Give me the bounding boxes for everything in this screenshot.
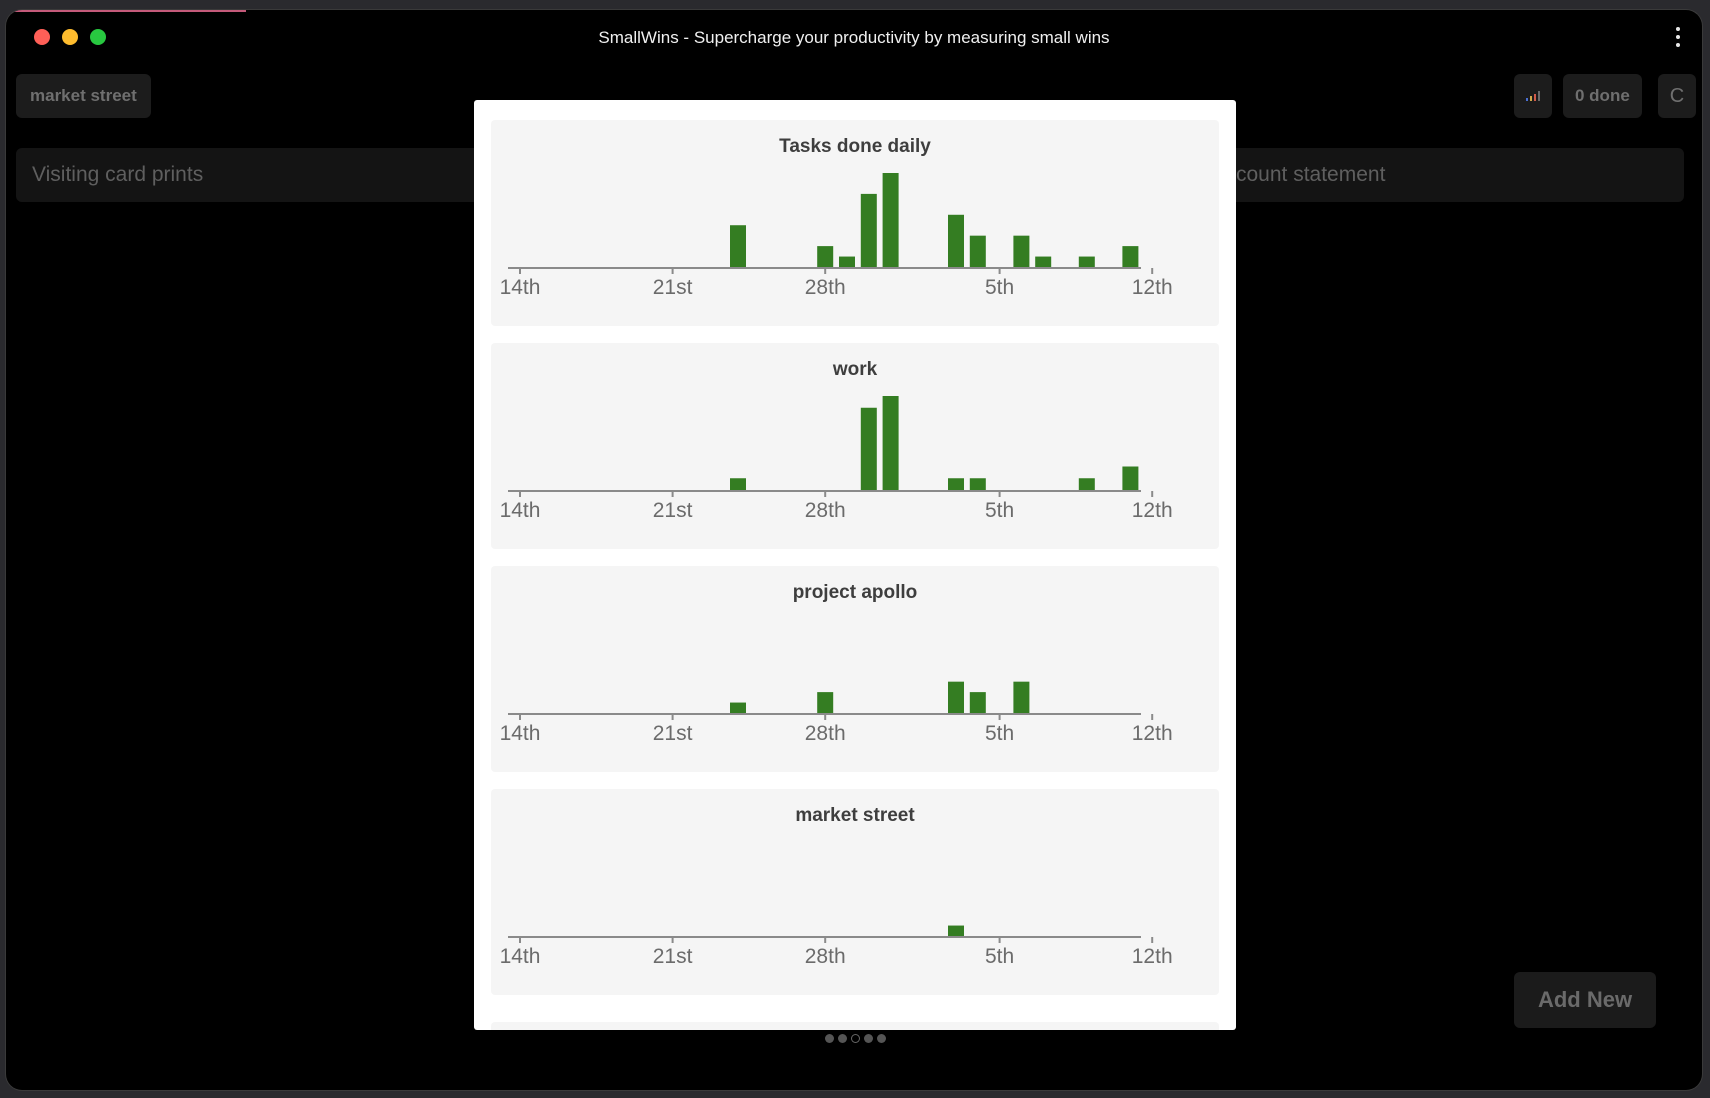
task-card[interactable]: count statement: [1206, 148, 1684, 202]
done-count-badge[interactable]: 0 done: [1563, 74, 1642, 118]
x-tick-label: 28th: [805, 945, 846, 968]
chart-title: market street: [795, 805, 915, 826]
pagination-dot[interactable]: [850, 1034, 860, 1043]
chart-bar: [730, 478, 746, 490]
x-tick-label: 12th: [1132, 945, 1173, 968]
bar-chart: 14th 21st 28th 5th 12th: [500, 396, 1173, 522]
chart-bar: [730, 702, 746, 713]
x-tick-label: 5th: [985, 722, 1014, 745]
x-tick-label: 5th: [985, 945, 1014, 968]
task-card-label: count statement: [1236, 163, 1386, 186]
x-tick-label: 21st: [653, 499, 693, 522]
chart-bar: [882, 173, 899, 267]
x-tick-label: 21st: [653, 722, 693, 745]
minimize-window-button[interactable]: [62, 29, 78, 45]
x-tick-label: 21st: [653, 945, 693, 968]
pagination-dot[interactable]: [863, 1034, 873, 1043]
bar-chart: 14th 21st 28th 5th 12th: [500, 925, 1173, 968]
chart-bar: [1122, 246, 1139, 267]
x-tick-label: 5th: [985, 499, 1014, 522]
chart-bar: [1078, 256, 1095, 267]
stats-button[interactable]: [1514, 74, 1552, 118]
bar-chart-icon: [1526, 91, 1540, 101]
clear-button[interactable]: C: [1658, 74, 1696, 118]
x-tick-label: 14th: [500, 499, 541, 522]
chart-title: Tasks done daily: [779, 136, 931, 157]
chart-bar: [817, 692, 834, 713]
pagination-dot[interactable]: [837, 1034, 847, 1043]
pagination-dot[interactable]: [876, 1034, 886, 1043]
title-bar[interactable]: SmallWins - Supercharge your productivit…: [6, 10, 1702, 62]
chart-bar: [948, 925, 964, 936]
x-tick-label: 5th: [985, 276, 1014, 299]
chart-bar: [1122, 466, 1139, 490]
chart-bar: [969, 235, 986, 267]
x-tick-label: 14th: [500, 722, 541, 745]
task-card-label: Visiting card prints: [32, 163, 204, 186]
chart-panel: Tasks done daily 14th 21st 28th 5th 12th: [491, 120, 1219, 326]
chart-panel: project apollo 14th 21st 28th 5th 12th: [491, 566, 1219, 772]
chart-bar: [1013, 235, 1030, 267]
pagination-dots[interactable]: [0, 1034, 1710, 1043]
stats-modal: Tasks done daily 14th 21st 28th 5th 12th wor…: [474, 100, 1236, 1030]
close-window-button[interactable]: [34, 29, 50, 45]
chart-panel: market street 14th 21st 28th 5th 12th: [491, 789, 1219, 995]
chart-bar: [860, 193, 877, 267]
chart-bar: [948, 681, 964, 713]
x-tick-label: 28th: [805, 722, 846, 745]
chart-title: work: [832, 359, 878, 380]
next-chart-panel: [491, 1022, 1219, 1030]
chart-panel: work 14th 21st 28th 5th 12th: [491, 343, 1219, 549]
chart-bar: [817, 246, 834, 267]
pagination-dot[interactable]: [824, 1034, 834, 1043]
x-tick-label: 28th: [805, 499, 846, 522]
chart-bar: [969, 478, 986, 490]
x-tick-label: 28th: [805, 276, 846, 299]
x-tick-label: 14th: [500, 945, 541, 968]
chart-bar: [1078, 478, 1095, 490]
chart-bar: [730, 225, 746, 267]
task-card[interactable]: Visiting card prints: [16, 148, 486, 202]
chart-bar: [1013, 681, 1030, 713]
chart-bar: [860, 407, 877, 490]
chart-bar: [839, 256, 855, 267]
add-new-button[interactable]: Add New: [1514, 972, 1656, 1028]
chart-bar: [948, 214, 964, 267]
x-tick-label: 12th: [1132, 722, 1173, 745]
project-selector[interactable]: market street: [16, 74, 151, 118]
maximize-window-button[interactable]: [90, 29, 106, 45]
chart-bar: [882, 396, 899, 490]
window-accent: [6, 10, 246, 12]
bar-chart: 14th 21st 28th 5th 12th: [500, 173, 1173, 299]
chart-bar: [1035, 256, 1052, 267]
x-tick-label: 21st: [653, 276, 693, 299]
more-options-icon[interactable]: [1676, 27, 1682, 47]
bar-chart: 14th 21st 28th 5th 12th: [500, 681, 1173, 745]
x-tick-label: 12th: [1132, 499, 1173, 522]
chart-bar: [969, 692, 986, 713]
x-tick-label: 14th: [500, 276, 541, 299]
chart-bar: [948, 478, 964, 490]
window-title: SmallWins - Supercharge your productivit…: [598, 28, 1110, 47]
x-tick-label: 12th: [1132, 276, 1173, 299]
chart-title: project apollo: [792, 582, 918, 603]
